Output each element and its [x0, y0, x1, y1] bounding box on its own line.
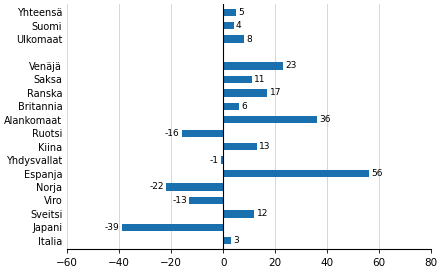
- Bar: [189, 197, 223, 204]
- Text: 3: 3: [233, 236, 239, 245]
- Text: 36: 36: [319, 115, 331, 124]
- Bar: [166, 183, 223, 191]
- Text: 13: 13: [259, 142, 271, 151]
- Text: 17: 17: [270, 88, 281, 97]
- Bar: [223, 210, 255, 218]
- Bar: [223, 76, 252, 83]
- Text: -39: -39: [105, 223, 120, 232]
- Bar: [223, 116, 317, 123]
- Bar: [122, 224, 223, 231]
- Bar: [223, 35, 244, 43]
- Bar: [223, 89, 267, 97]
- Text: 11: 11: [254, 75, 265, 84]
- Text: 4: 4: [236, 21, 241, 30]
- Text: 56: 56: [371, 169, 382, 178]
- Text: -16: -16: [165, 129, 179, 138]
- Bar: [223, 22, 234, 29]
- Bar: [221, 156, 223, 164]
- Bar: [182, 129, 223, 137]
- Bar: [223, 170, 369, 177]
- Text: 8: 8: [246, 35, 252, 44]
- Text: -13: -13: [172, 196, 187, 205]
- Text: 12: 12: [256, 209, 268, 218]
- Bar: [223, 62, 283, 70]
- Bar: [223, 103, 239, 110]
- Text: 6: 6: [241, 102, 247, 111]
- Bar: [223, 143, 257, 150]
- Text: -1: -1: [210, 156, 218, 165]
- Text: 5: 5: [238, 8, 244, 17]
- Bar: [223, 237, 231, 245]
- Text: 23: 23: [285, 61, 297, 70]
- Text: -22: -22: [149, 183, 164, 191]
- Bar: [223, 8, 236, 16]
